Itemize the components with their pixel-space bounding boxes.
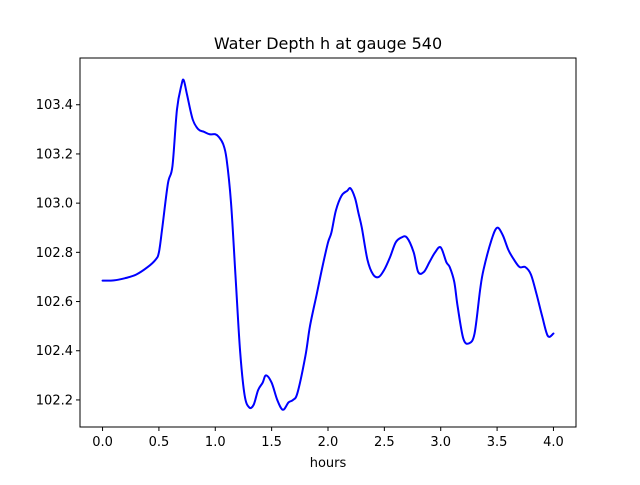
y-tick-label: 102.6 [36,295,73,310]
x-tick-label: 1.0 [205,435,226,450]
x-tick-label: 1.5 [261,435,282,450]
water-depth-line [101,78,555,411]
plot-frame [79,57,577,428]
y-tick-label: 102.8 [36,246,73,261]
y-tick-label: 103.2 [36,147,73,162]
y-tick-label: 102.4 [36,344,73,359]
x-tick-label: 4.0 [543,435,564,450]
x-tick-label: 0.5 [149,435,170,450]
x-axis-label: hours [310,456,347,471]
y-tick-label: 103.0 [36,197,73,212]
y-tick-label: 102.2 [36,393,73,408]
x-tick-label: 2.0 [318,435,339,450]
y-tick-label: 103.4 [36,98,73,113]
x-tick-label: 0.0 [92,435,113,450]
x-tick-label: 2.5 [374,435,395,450]
y-axis-ticks: 102.2 102.4 102.6 102.8 103.0 103.2 103.4 [36,98,80,408]
x-tick-label: 3.5 [487,435,508,450]
chart-title: Water Depth h at gauge 540 [214,34,442,53]
x-axis-ticks: 0.0 0.5 1.0 1.5 2.0 2.5 3.0 3.5 4.0 [92,427,564,450]
x-tick-label: 3.0 [430,435,451,450]
